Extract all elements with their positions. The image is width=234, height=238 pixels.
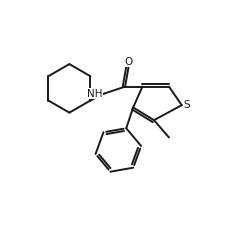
Text: NH: NH <box>87 89 102 99</box>
Text: O: O <box>124 57 133 67</box>
Text: S: S <box>183 100 190 110</box>
